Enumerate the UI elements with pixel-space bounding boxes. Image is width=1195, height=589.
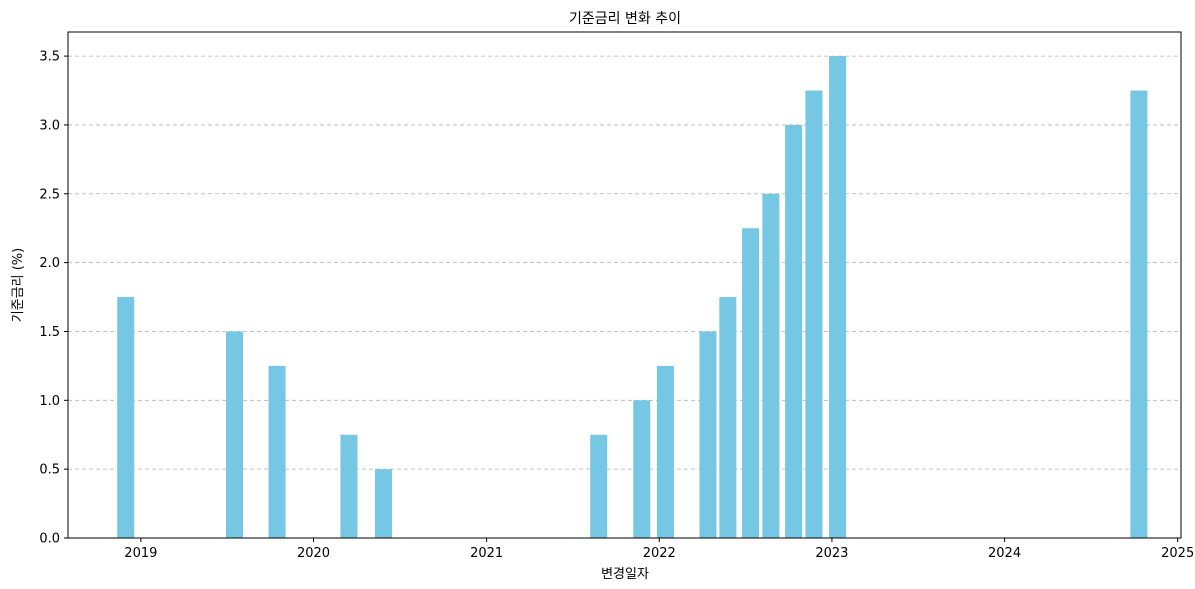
- bar: [699, 331, 717, 538]
- x-tick-label: 2024: [988, 546, 1021, 561]
- plot-frame: [67, 31, 1182, 539]
- y-axis-label: 기준금리 (%): [11, 248, 26, 322]
- bar: [340, 434, 358, 538]
- y-axis-ticks: 0.0 0.5 1.0 1.5 2.0 2.5 3.0 3.5: [39, 50, 68, 547]
- y-tick-label: 1.0: [39, 394, 60, 409]
- x-tick-label: 2021: [470, 546, 503, 561]
- bar: [374, 469, 393, 538]
- y-tick-label: 0.5: [39, 463, 60, 478]
- bar: [225, 331, 244, 538]
- bar: [1130, 90, 1148, 539]
- x-tick-label: 2022: [643, 546, 676, 561]
- y-tick-label: 3.0: [39, 118, 60, 133]
- x-axis-label: 변경일자: [601, 567, 649, 582]
- x-tick-label: 2020: [297, 546, 330, 561]
- grid-lines: [68, 55, 1181, 470]
- bar: [633, 400, 651, 538]
- x-tick-label: 2023: [815, 546, 848, 561]
- bar: [656, 365, 674, 538]
- chart-title: 기준금리 변화 추이: [569, 11, 681, 27]
- bar: [785, 124, 803, 538]
- y-tick-label: 2.5: [39, 187, 60, 202]
- bar: [719, 297, 737, 538]
- x-tick-label: 2019: [124, 546, 157, 561]
- bar: [742, 228, 760, 538]
- y-tick-label: 0.0: [39, 532, 60, 547]
- y-tick-label: 1.5: [39, 325, 60, 340]
- bar: [762, 193, 780, 538]
- bar: [117, 297, 135, 538]
- y-tick-label: 3.5: [39, 50, 60, 65]
- bar: [829, 56, 847, 538]
- bar: [268, 365, 286, 538]
- x-axis-ticks: 2019 2020 2021 2022 2023 2024 2025: [124, 538, 1194, 561]
- bars: [117, 56, 1148, 539]
- bar: [590, 434, 608, 538]
- x-tick-label: 2025: [1161, 546, 1194, 561]
- bar: [805, 90, 823, 539]
- y-tick-label: 2.0: [39, 256, 60, 271]
